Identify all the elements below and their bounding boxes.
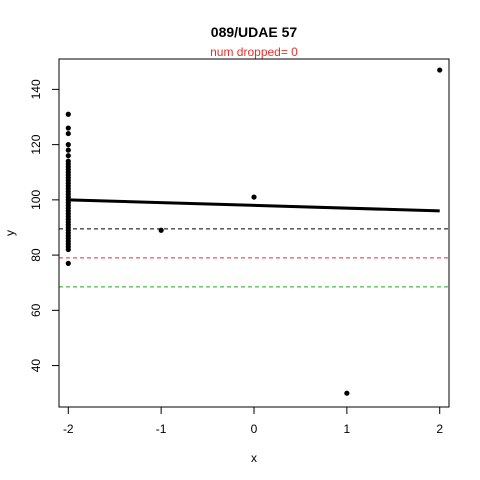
reference-lines	[59, 228, 449, 288]
x-axis-label: x	[251, 451, 257, 465]
data-point	[158, 227, 164, 233]
chart-subtitle: num dropped= 0	[210, 45, 298, 59]
data-point	[65, 153, 71, 159]
x-tick-label: -1	[156, 422, 167, 436]
data-point	[65, 147, 71, 153]
fit-line	[68, 198, 440, 213]
x-tick-label: 0	[251, 422, 258, 436]
y-tick-label: 80	[29, 248, 43, 262]
y-tick-label: 60	[29, 303, 43, 317]
data-point	[65, 260, 71, 266]
data-point	[65, 130, 71, 137]
chart-title: 089/UDAE 57	[211, 24, 298, 40]
y-tick-label: 120	[29, 134, 43, 154]
x-axis: -2 -1 0 1 2	[63, 406, 443, 436]
data-point	[344, 390, 350, 396]
data-point	[65, 125, 71, 131]
regression-line	[68, 198, 440, 213]
data-point	[65, 158, 71, 164]
plot-frame	[58, 58, 450, 408]
x-tick-label: 1	[344, 422, 351, 436]
x-tick-label: -2	[63, 422, 74, 436]
data-points	[65, 67, 443, 396]
data-point	[65, 142, 71, 148]
y-tick-label: 140	[29, 79, 43, 99]
x-tick-label: 2	[436, 422, 443, 436]
data-point	[65, 111, 71, 117]
y-axis: 40 60 80 100 120 140	[29, 79, 60, 373]
data-point	[251, 194, 257, 200]
y-tick-label: 40	[29, 359, 43, 373]
y-tick-label: 100	[29, 190, 43, 210]
data-point	[437, 67, 443, 73]
y-axis-label: y	[3, 230, 17, 236]
